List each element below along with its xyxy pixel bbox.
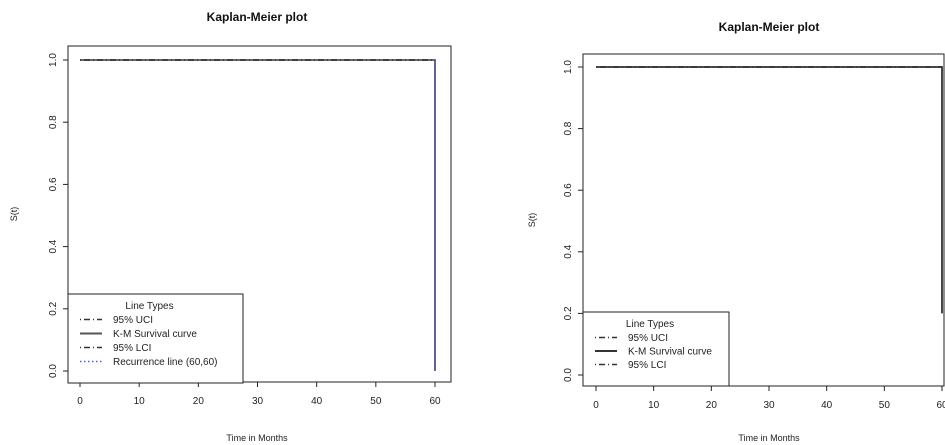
x-tick-label: 0: [593, 400, 599, 411]
x-tick-label: 10: [648, 400, 660, 411]
x-axis-label: Time in Months: [226, 433, 288, 443]
x-tick-label: 30: [763, 400, 775, 411]
x-axis-label: Time in Months: [738, 433, 800, 443]
x-tick-label: 60: [936, 400, 945, 411]
x-tick-label: 0: [77, 396, 83, 407]
x-tick-label: 50: [370, 396, 382, 407]
chart-title: Kaplan-Meier plot: [719, 20, 820, 34]
x-tick-label: 30: [252, 396, 264, 407]
y-tick-label: 0.0: [563, 368, 574, 382]
x-tick-label: 40: [821, 400, 833, 411]
y-tick-label: 0.8: [563, 121, 574, 135]
legend-entry-3: 95% LCI: [113, 343, 151, 354]
x-tick-label: 50: [879, 400, 891, 411]
y-tick-label: 0.4: [48, 239, 59, 253]
legend-entry-2: K-M Survival curve: [628, 347, 712, 358]
y-tick-label: 0.6: [563, 183, 574, 197]
legend-box: [67, 293, 244, 384]
y-tick-label: 0.8: [48, 115, 59, 129]
plot-frame: [67, 45, 452, 383]
y-tick-label: 0.2: [48, 301, 59, 315]
series-line-2: [596, 66, 943, 314]
y-tick-label: 0.4: [563, 244, 574, 258]
legend-entry-2: K-M Survival curve: [113, 329, 197, 340]
x-tick-label: 40: [311, 396, 323, 407]
x-tick-label: 20: [193, 396, 205, 407]
legend-entry-3: 95% LCI: [628, 360, 666, 371]
legend-title: Line Types: [125, 301, 173, 312]
legend-entry-4: Recurrence line (60,60): [113, 357, 218, 368]
legend-entry-1: 95% UCI: [628, 333, 668, 344]
y-tick-label: 0.2: [563, 306, 574, 320]
x-tick-label: 10: [134, 396, 146, 407]
x-tick-label: 20: [706, 400, 718, 411]
legend-title: Line Types: [626, 319, 674, 330]
y-tick-label: 0.0: [48, 364, 59, 378]
y-tick-label: 0.6: [48, 177, 59, 191]
y-tick-label: 1.0: [563, 60, 574, 74]
series-line-2: [80, 59, 436, 371]
plot-frame: [582, 53, 945, 387]
y-axis-label: S(t): [527, 213, 537, 228]
y-axis-label: S(t): [9, 207, 19, 222]
chart-title: Kaplan-Meier plot: [207, 10, 308, 24]
y-tick-label: 1.0: [48, 53, 59, 67]
legend-box: [582, 311, 730, 387]
legend-entry-1: 95% UCI: [113, 315, 153, 326]
x-tick-label: 60: [429, 396, 441, 407]
